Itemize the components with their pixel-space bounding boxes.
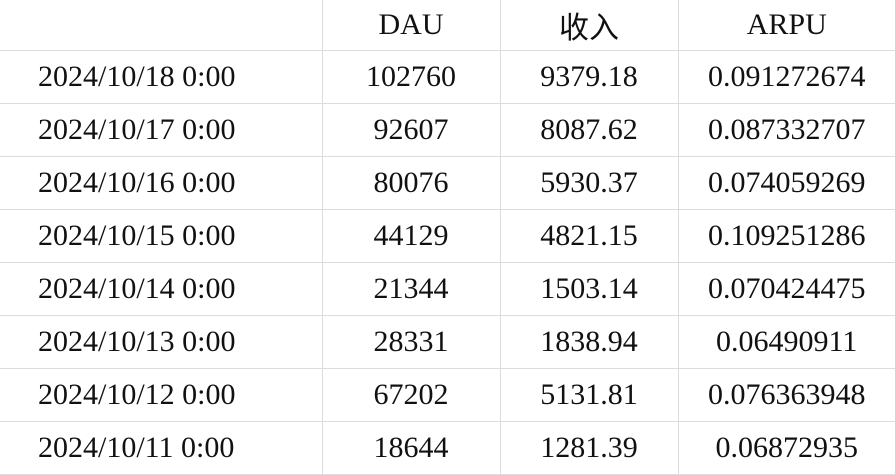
table-row: 2024/10/15 0:00 44129 4821.15 0.10925128…: [0, 209, 895, 263]
revenue-cell[interactable]: 1503.14: [500, 262, 679, 316]
date-cell[interactable]: 2024/10/16 0:00: [0, 156, 323, 210]
header-cell-arpu[interactable]: ARPU: [678, 0, 895, 51]
date-cell[interactable]: 2024/10/11 0:00: [0, 421, 323, 475]
header-cell-dau[interactable]: DAU: [322, 0, 501, 51]
dau-cell[interactable]: 67202: [322, 368, 501, 422]
arpu-cell[interactable]: 0.06490911: [678, 315, 895, 369]
date-cell[interactable]: 2024/10/14 0:00: [0, 262, 323, 316]
dau-cell[interactable]: 21344: [322, 262, 501, 316]
table-row: 2024/10/13 0:00 28331 1838.94 0.06490911: [0, 315, 895, 369]
revenue-cell[interactable]: 8087.62: [500, 103, 679, 157]
arpu-cell[interactable]: 0.109251286: [678, 209, 895, 263]
arpu-cell[interactable]: 0.091272674: [678, 50, 895, 104]
revenue-cell[interactable]: 9379.18: [500, 50, 679, 104]
date-cell[interactable]: 2024/10/15 0:00: [0, 209, 323, 263]
header-cell-blank[interactable]: [0, 0, 323, 51]
table-row: 2024/10/18 0:00 102760 9379.18 0.0912726…: [0, 50, 895, 104]
date-cell[interactable]: 2024/10/18 0:00: [0, 50, 323, 104]
arpu-cell[interactable]: 0.06872935: [678, 421, 895, 475]
dau-cell[interactable]: 44129: [322, 209, 501, 263]
header-row: DAU 收入 ARPU: [0, 0, 895, 51]
date-cell[interactable]: 2024/10/17 0:00: [0, 103, 323, 157]
revenue-cell[interactable]: 4821.15: [500, 209, 679, 263]
arpu-cell[interactable]: 0.087332707: [678, 103, 895, 157]
table-row: 2024/10/17 0:00 92607 8087.62 0.08733270…: [0, 103, 895, 157]
table-row: 2024/10/12 0:00 67202 5131.81 0.07636394…: [0, 368, 895, 422]
table-row: 2024/10/16 0:00 80076 5930.37 0.07405926…: [0, 156, 895, 210]
arpu-cell[interactable]: 0.076363948: [678, 368, 895, 422]
dau-cell[interactable]: 18644: [322, 421, 501, 475]
table-row: 2024/10/11 0:00 18644 1281.39 0.06872935: [0, 421, 895, 475]
header-cell-revenue[interactable]: 收入: [500, 0, 679, 51]
revenue-cell[interactable]: 5131.81: [500, 368, 679, 422]
dau-cell[interactable]: 92607: [322, 103, 501, 157]
revenue-cell[interactable]: 1281.39: [500, 421, 679, 475]
date-cell[interactable]: 2024/10/13 0:00: [0, 315, 323, 369]
dau-cell[interactable]: 102760: [322, 50, 501, 104]
dau-cell[interactable]: 80076: [322, 156, 501, 210]
table-row: 2024/10/14 0:00 21344 1503.14 0.07042447…: [0, 262, 895, 316]
arpu-cell[interactable]: 0.070424475: [678, 262, 895, 316]
revenue-cell[interactable]: 1838.94: [500, 315, 679, 369]
date-cell[interactable]: 2024/10/12 0:00: [0, 368, 323, 422]
arpu-cell[interactable]: 0.074059269: [678, 156, 895, 210]
revenue-cell[interactable]: 5930.37: [500, 156, 679, 210]
dau-cell[interactable]: 28331: [322, 315, 501, 369]
